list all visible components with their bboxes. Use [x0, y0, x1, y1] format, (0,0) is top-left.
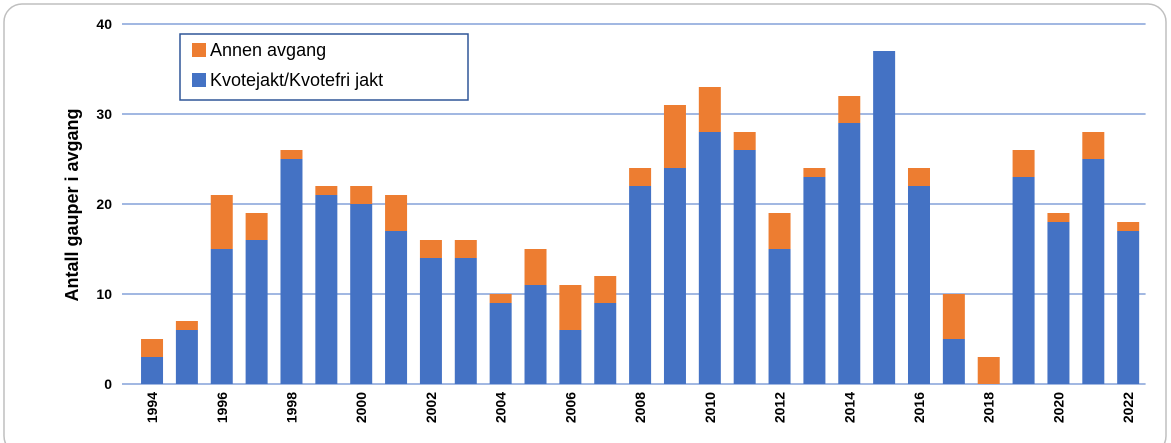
- bar-segment: [1047, 213, 1070, 222]
- x-tick-label: 2008: [632, 392, 648, 423]
- bar-segment: [350, 186, 373, 204]
- bar-segment: [454, 258, 477, 384]
- bar-segment: [315, 195, 338, 384]
- bar-segment: [977, 357, 1000, 384]
- bar-segment: [559, 285, 582, 330]
- bar-segment: [803, 168, 826, 177]
- x-tick-label: 2020: [1050, 392, 1066, 423]
- x-tick-label: 1998: [283, 392, 299, 423]
- bar-segment: [663, 168, 686, 384]
- bar-segment: [1047, 222, 1070, 384]
- bar-segment: [594, 276, 617, 303]
- bar-segment: [768, 213, 791, 249]
- bar-segment: [175, 321, 198, 330]
- bar-segment: [141, 339, 164, 357]
- bar-segment: [1082, 132, 1105, 159]
- x-tick-label: 2016: [911, 392, 927, 423]
- bar-segment: [907, 186, 930, 384]
- bar-segment: [524, 285, 547, 384]
- y-axis-title: Antall gauper i avgang: [62, 108, 82, 301]
- bar-segment: [629, 186, 652, 384]
- bar-segment: [315, 186, 338, 195]
- x-tick-label: 2006: [562, 392, 578, 423]
- x-tick-label: 1994: [144, 392, 160, 423]
- x-tick-label: 2000: [353, 392, 369, 423]
- y-tick-label: 40: [96, 16, 112, 32]
- bar-segment: [245, 213, 268, 240]
- x-tick-label: 2012: [772, 392, 788, 423]
- bar-segment: [385, 195, 408, 231]
- legend-box: [179, 33, 469, 101]
- y-tick-label: 20: [96, 196, 112, 212]
- bar-segment: [1012, 150, 1035, 177]
- bar-segment: [210, 249, 233, 384]
- bar-segment: [419, 258, 442, 384]
- bar-segment: [942, 294, 965, 339]
- bar-segment: [454, 240, 477, 258]
- bar-segment: [280, 159, 303, 384]
- bar-segment: [385, 231, 408, 384]
- bar-segment: [698, 132, 721, 384]
- chart-frame: [3, 3, 1167, 443]
- bar-segment: [245, 240, 268, 384]
- bar-segment: [838, 123, 861, 384]
- bar-segment: [419, 240, 442, 258]
- x-tick-label: 2014: [841, 392, 857, 423]
- bar-segment: [942, 339, 965, 384]
- x-tick-label: 2022: [1120, 392, 1136, 423]
- y-tick-label: 30: [96, 106, 112, 122]
- bar-segment: [838, 96, 861, 123]
- bar-segment: [524, 249, 547, 285]
- legend-swatch: [192, 43, 206, 57]
- x-tick-label: 2018: [981, 392, 997, 423]
- bar-segment: [1012, 177, 1035, 384]
- bar-segment: [175, 330, 198, 384]
- bar-segment: [489, 303, 512, 384]
- x-tick-label: 1996: [214, 392, 230, 423]
- bar-segment: [1117, 222, 1140, 231]
- bar-segment: [559, 330, 582, 384]
- y-tick-label: 0: [104, 376, 112, 392]
- x-tick-label: 2004: [493, 392, 509, 423]
- bar-segment: [629, 168, 652, 186]
- bar-segment: [489, 294, 512, 303]
- bar-segment: [280, 150, 303, 159]
- bar-segment: [768, 249, 791, 384]
- x-tick-label: 2010: [702, 392, 718, 423]
- bar-segment: [907, 168, 930, 186]
- bar-segment: [594, 303, 617, 384]
- legend-label: Kvotejakt/Kvotefri jakt: [210, 70, 383, 90]
- bar-segment: [733, 132, 756, 150]
- bar-segment: [663, 105, 686, 168]
- legend-swatch: [192, 73, 206, 87]
- x-tick-label: 2002: [423, 392, 439, 423]
- legend-label: Annen avgang: [210, 40, 326, 60]
- bar-segment: [210, 195, 233, 249]
- bar-segment: [1082, 159, 1105, 384]
- bar-segment: [141, 357, 164, 384]
- bar-segment: [873, 51, 896, 384]
- bar-segment: [803, 177, 826, 384]
- bar-segment: [350, 204, 373, 384]
- bar-segment: [1117, 231, 1140, 384]
- bar-segment: [698, 87, 721, 132]
- bar-segment: [733, 150, 756, 384]
- y-tick-label: 10: [96, 286, 112, 302]
